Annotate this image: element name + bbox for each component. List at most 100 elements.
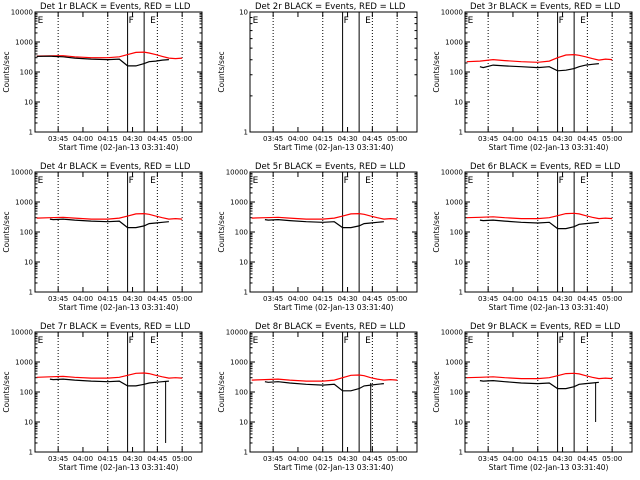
x-tick-label: 04:00 [288, 135, 308, 143]
x-tick-label: 04:45 [147, 295, 167, 303]
event-annotation: F [559, 16, 564, 26]
y-tick-label: 100 [450, 229, 463, 237]
y-axis-label: Counts/sec [2, 211, 11, 252]
detector-panel-6: Det 6r BLACK = Events, RED = LLD 1 10 100 10… [432, 162, 633, 312]
events-series-line [479, 379, 599, 390]
x-tick-label: 03:45 [263, 135, 283, 143]
y-tick-label: 10 [24, 419, 33, 427]
x-tick-label: 04:00 [73, 455, 93, 463]
detector-panel-2: Det 2r BLACK = Events, RED = LLD 1 10 Count… [217, 2, 418, 152]
y-tick-label: 1000 [15, 359, 33, 367]
x-tick-label: 04:30 [337, 295, 357, 303]
x-tick-label: 05:00 [602, 135, 622, 143]
y-tick-label: 1 [244, 449, 248, 457]
y-tick-label: 10 [24, 99, 33, 107]
x-tick-label: 04:15 [98, 455, 118, 463]
lld-series-line [36, 372, 183, 379]
y-tick-label: 1000 [15, 39, 33, 47]
events-series-line [49, 378, 169, 387]
y-tick-label: 1 [29, 289, 33, 297]
event-annotation: E [468, 336, 474, 346]
x-tick-label: 04:15 [98, 135, 118, 143]
y-tick-label: 1000 [230, 199, 248, 207]
y-tick-label: 1 [29, 449, 33, 457]
x-tick-label: 04:30 [122, 135, 142, 143]
x-axis-label: Start Time (02-Jan-13 03:31:40) [59, 463, 179, 472]
x-tick-label: 04:15 [528, 295, 548, 303]
panel-title: Det 2r BLACK = Events, RED = LLD [255, 2, 406, 12]
y-tick-label: 100 [235, 229, 248, 237]
y-tick-label: 1000 [445, 199, 463, 207]
plot-frame [34, 171, 203, 293]
y-tick-label: 100 [20, 229, 33, 237]
plot-frame [34, 331, 203, 453]
x-axis-label: Start Time (02-Jan-13 03:31:40) [274, 463, 394, 472]
x-tick-label: 04:45 [147, 455, 167, 463]
y-tick-label: 10000 [11, 169, 33, 177]
y-tick-label: 10 [239, 419, 248, 427]
panel-title: Det 9r BLACK = Events, RED = LLD [470, 322, 621, 332]
y-tick-label: 10000 [226, 169, 248, 177]
event-annotation: F [129, 16, 134, 26]
x-tick-label: 04:15 [98, 295, 118, 303]
x-tick-label: 04:15 [313, 135, 333, 143]
y-tick-label: 1000 [15, 199, 33, 207]
x-tick-label: 05:00 [602, 455, 622, 463]
x-tick-label: 04:15 [313, 295, 333, 303]
event-annotation: E [468, 176, 474, 186]
event-annotation: F [344, 336, 349, 346]
y-tick-label: 10 [454, 99, 463, 107]
event-annotation: E [38, 336, 44, 346]
x-tick-label: 03:45 [478, 135, 498, 143]
plot-frame [464, 11, 633, 133]
x-tick-label: 03:45 [48, 295, 68, 303]
y-tick-label: 1000 [230, 359, 248, 367]
y-tick-label: 10 [24, 259, 33, 267]
x-axis-label: Start Time (02-Jan-13 03:31:40) [489, 463, 609, 472]
lld-series-line [36, 51, 183, 60]
x-tick-label: 04:30 [552, 295, 572, 303]
panel-title: Det 1r BLACK = Events, RED = LLD [40, 2, 191, 12]
x-tick-label: 05:00 [172, 455, 192, 463]
x-tick-label: 04:45 [577, 455, 597, 463]
event-annotation: E [365, 336, 371, 346]
y-tick-label: 100 [235, 389, 248, 397]
x-tick-label: 04:15 [528, 455, 548, 463]
x-tick-label: 04:15 [313, 455, 333, 463]
x-tick-label: 04:00 [73, 295, 93, 303]
plot-frame [249, 11, 418, 133]
panel-title: Det 4r BLACK = Events, RED = LLD [40, 162, 191, 172]
y-tick-label: 1000 [445, 359, 463, 367]
x-tick-label: 04:15 [528, 135, 548, 143]
plot-frame [249, 171, 418, 293]
x-tick-label: 04:45 [362, 295, 382, 303]
y-tick-label: 10 [454, 419, 463, 427]
y-tick-label: 10000 [441, 169, 463, 177]
y-tick-label: 1 [459, 449, 463, 457]
event-annotation: E [580, 336, 586, 346]
y-tick-label: 100 [20, 389, 33, 397]
y-axis-label: Counts/sec [217, 51, 226, 92]
plot-frame [34, 11, 203, 133]
lld-series-line [466, 372, 613, 380]
detector-panel-5: Det 5r BLACK = Events, RED = LLD 1 10 100 10… [217, 162, 418, 312]
lld-series-line [36, 212, 183, 220]
detector-panel-9: Det 9r BLACK = Events, RED = LLD 1 10 100 10… [432, 322, 633, 472]
y-tick-label: 1000 [445, 39, 463, 47]
x-tick-label: 04:30 [337, 455, 357, 463]
x-axis-label: Start Time (02-Jan-13 03:31:40) [59, 303, 179, 312]
x-tick-label: 04:45 [147, 135, 167, 143]
event-annotation: E [253, 176, 259, 186]
x-tick-label: 04:45 [362, 135, 382, 143]
x-tick-label: 03:45 [263, 295, 283, 303]
x-tick-label: 05:00 [387, 135, 407, 143]
y-tick-label: 1 [459, 289, 463, 297]
x-axis-label: Start Time (02-Jan-13 03:31:40) [59, 143, 179, 152]
x-tick-label: 04:00 [73, 135, 93, 143]
event-annotation: F [129, 176, 134, 186]
event-annotation: E [150, 336, 156, 346]
y-axis-label: Counts/sec [2, 51, 11, 92]
panel-title: Det 8r BLACK = Events, RED = LLD [255, 322, 406, 332]
x-tick-label: 04:30 [552, 455, 572, 463]
